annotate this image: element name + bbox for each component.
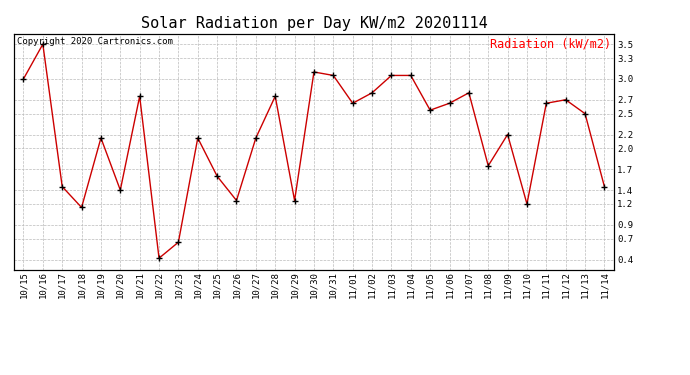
- Text: Copyright 2020 Cartronics.com: Copyright 2020 Cartronics.com: [17, 37, 172, 46]
- Title: Solar Radiation per Day KW/m2 20201114: Solar Radiation per Day KW/m2 20201114: [141, 16, 487, 31]
- Text: Radiation (kW/m2): Radiation (kW/m2): [490, 37, 611, 50]
